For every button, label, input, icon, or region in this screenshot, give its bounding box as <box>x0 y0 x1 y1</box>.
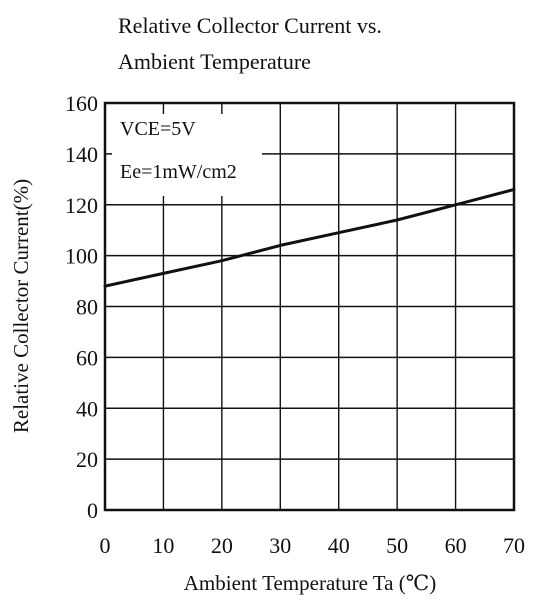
x-tick-label: 50 <box>386 533 408 558</box>
y-tick-label: 100 <box>65 244 98 269</box>
x-tick-label: 40 <box>328 533 350 558</box>
y-axis-label: Relative Collector Current(%) <box>9 179 33 433</box>
x-tick-label: 20 <box>211 533 233 558</box>
y-tick-label: 80 <box>76 295 98 320</box>
plot-frame <box>103 101 516 512</box>
annotation-box: VCE=5V Ee=1mW/cm2 <box>112 114 262 196</box>
y-tick-label: 160 <box>65 91 98 116</box>
chart-y-ticks: 0 20 40 60 80 100 120 140 160 <box>65 91 98 523</box>
annotation-vce: VCE=5V <box>120 118 196 140</box>
annotation-background <box>112 114 262 196</box>
y-tick-label: 20 <box>76 447 98 472</box>
x-tick-label: 10 <box>152 533 174 558</box>
y-tick-label: 120 <box>65 193 98 218</box>
series-line <box>103 188 516 288</box>
y-tick-label: 60 <box>76 345 98 370</box>
chart-series-layer <box>103 188 516 288</box>
annotation-ee: Ee=1mW/cm2 <box>120 161 237 183</box>
y-tick-label: 0 <box>87 498 98 523</box>
y-tick-label: 40 <box>76 396 98 421</box>
x-axis-label: Ambient Temperature Ta (℃) <box>184 571 436 595</box>
chart-x-ticks: 0 10 20 30 40 50 60 70 <box>100 533 526 558</box>
x-tick-label: 70 <box>503 533 525 558</box>
chart-grid <box>105 103 514 510</box>
x-tick-label: 60 <box>445 533 467 558</box>
chart-title: Relative Collector Current vs. <box>118 13 382 38</box>
x-tick-label: 0 <box>100 533 111 558</box>
chart-subtitle: Ambient Temperature <box>118 49 311 74</box>
x-tick-label: 30 <box>269 533 291 558</box>
y-tick-label: 140 <box>65 142 98 167</box>
